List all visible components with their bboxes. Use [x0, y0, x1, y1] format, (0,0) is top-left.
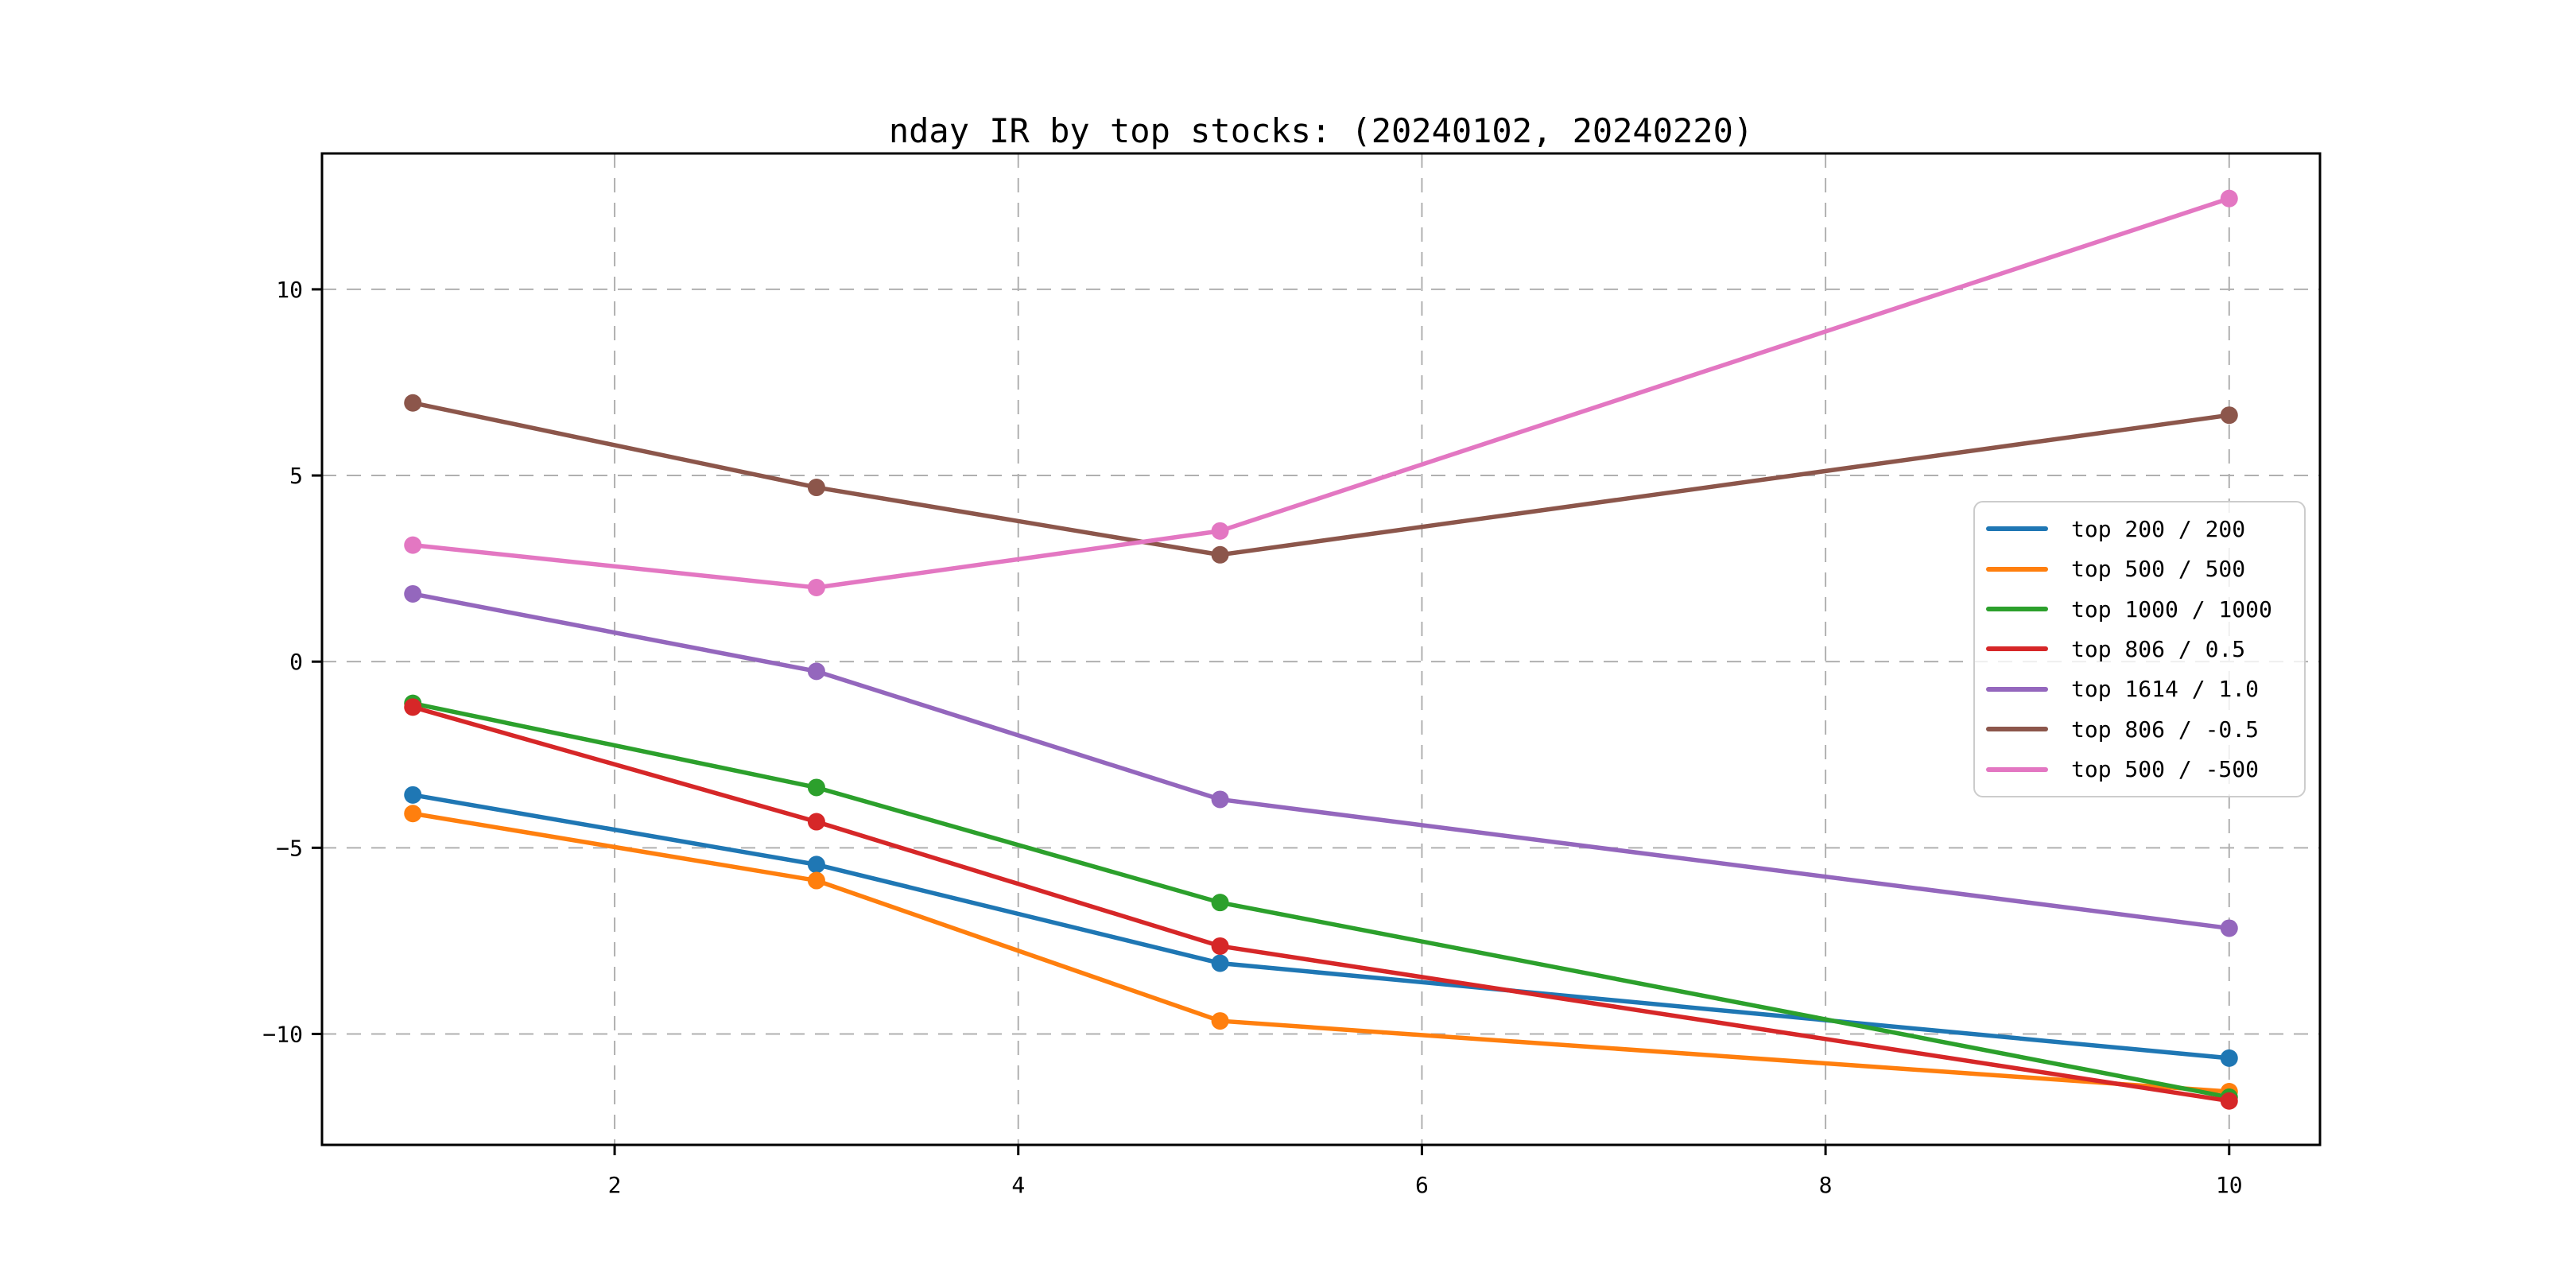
- legend-item-top-1614-1.0: top 1614 / 1.0: [1975, 669, 2304, 709]
- legend: top 200 / 200 top 500 / 500 top 1000 / 100…: [1973, 501, 2306, 797]
- plot-border: [320, 152, 2322, 1146]
- data-point-top-200-200-x10: [2220, 1049, 2238, 1067]
- data-point-top-200-200-x3: [807, 855, 825, 874]
- series-line-top-500-500: [410, 811, 2232, 1094]
- data-point-top-806-0.5-x5: [1211, 545, 1229, 564]
- data-point-top-500-500-x1: [404, 536, 422, 554]
- legend-item-top-806-0.5: top 806 / -0.5: [1975, 709, 2304, 749]
- legend-label: top 200 / 200: [2071, 515, 2246, 542]
- legend-line-sample: [1986, 766, 2048, 772]
- data-point-top-1000-1000-x5: [1211, 894, 1229, 912]
- legend-line-sample: [1986, 646, 2048, 652]
- legend-label: top 806 / -0.5: [2071, 716, 2260, 743]
- series-line-top-500-500: [410, 196, 2232, 590]
- legend-item-top-500-500: top 500 / 500: [1975, 549, 2304, 588]
- data-point-top-806-0.5-x3: [807, 813, 825, 831]
- legend-line-sample: [1986, 727, 2048, 732]
- data-point-top-200-200-x5: [1211, 954, 1229, 972]
- data-point-top-806-0.5-x1: [404, 394, 422, 412]
- y-tick-label: −10: [262, 1021, 303, 1047]
- data-point-top-806-0.5-x1: [404, 698, 422, 716]
- legend-label: top 806 / 0.5: [2071, 635, 2246, 662]
- legend-label: top 1000 / 1000: [2071, 596, 2272, 623]
- data-point-top-500-500-x1: [404, 805, 422, 823]
- data-point-top-1614-1.0-x3: [807, 662, 825, 681]
- y-tick-label: 10: [276, 277, 303, 303]
- legend-item-top-500-500: top 500 / -500: [1975, 750, 2304, 789]
- series-line-top-1000-1000: [410, 700, 2232, 1100]
- data-point-top-1614-1.0-x10: [2220, 919, 2238, 937]
- y-tick-label: −5: [276, 835, 303, 861]
- data-point-top-500-500-x5: [1211, 522, 1229, 540]
- series-line-top-806-0.5: [410, 704, 2232, 1104]
- series-line-top-200-200: [410, 793, 2232, 1061]
- data-point-top-500-500-x10: [2220, 189, 2238, 208]
- data-point-top-1000-1000-x3: [807, 778, 825, 797]
- legend-label: top 500 / 500: [2071, 556, 2246, 583]
- legend-line-sample: [1986, 526, 2048, 532]
- x-tick-label: 4: [1011, 1172, 1025, 1198]
- data-point-top-806-0.5-x5: [1211, 937, 1229, 955]
- data-point-top-806-0.5-x10: [2220, 406, 2238, 425]
- legend-item-top-806-0.5: top 806 / 0.5: [1975, 629, 2304, 669]
- legend-label: top 500 / -500: [2071, 756, 2260, 783]
- x-tick-label: 10: [2216, 1172, 2243, 1198]
- x-tick-label: 8: [1819, 1172, 1833, 1198]
- series-line-top-806-0.5: [410, 400, 2232, 557]
- data-point-top-806-0.5-x3: [807, 479, 825, 497]
- legend-line-sample: [1986, 686, 2048, 692]
- chart-title: nday IR by top stocks: (20240102, 202402…: [888, 111, 1754, 150]
- data-point-top-806-0.5-x10: [2220, 1092, 2238, 1110]
- data-point-top-1614-1.0-x5: [1211, 790, 1229, 809]
- data-point-top-200-200-x1: [404, 786, 422, 804]
- data-point-top-500-500-x3: [807, 579, 825, 597]
- x-tick-label: 6: [1415, 1172, 1429, 1198]
- data-point-top-500-500-x3: [807, 871, 825, 890]
- data-point-top-500-500-x5: [1211, 1012, 1229, 1030]
- data-point-top-1614-1.0-x1: [404, 584, 422, 603]
- series-line-top-1614-1.0: [410, 592, 2232, 931]
- y-tick-label: 0: [289, 649, 303, 675]
- x-tick-label: 2: [608, 1172, 622, 1198]
- y-tick-label: 5: [289, 463, 303, 489]
- legend-item-top-200-200: top 200 / 200: [1975, 509, 2304, 549]
- legend-line-sample: [1986, 607, 2048, 612]
- legend-item-top-1000-1000: top 1000 / 1000: [1975, 589, 2304, 629]
- legend-line-sample: [1986, 566, 2048, 572]
- legend-label: top 1614 / 1.0: [2071, 676, 2260, 703]
